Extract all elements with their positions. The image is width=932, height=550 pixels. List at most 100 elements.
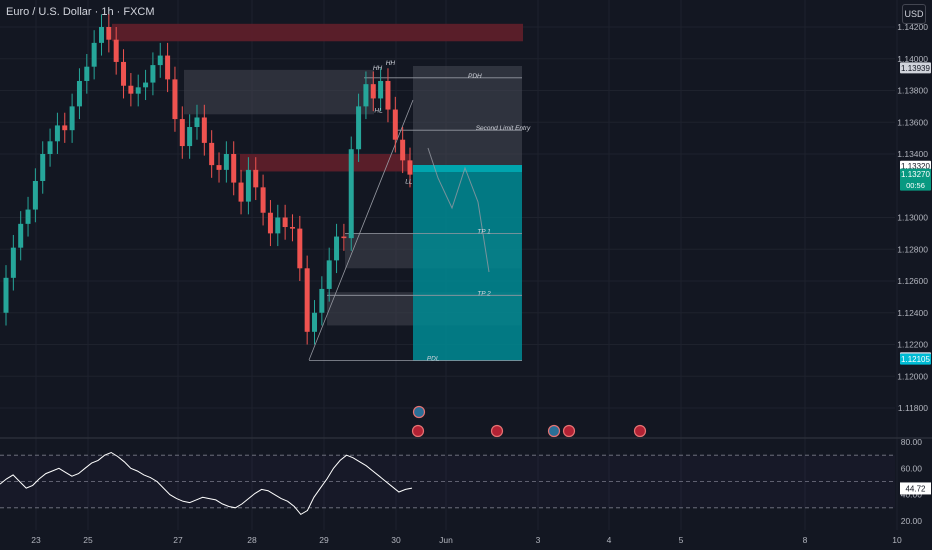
price-tick-label: 1.11800 [898, 403, 928, 413]
candle-body [334, 236, 340, 261]
candle-body [341, 236, 347, 239]
candle-body [18, 223, 24, 248]
candle-body [201, 117, 207, 143]
candle-body [40, 154, 46, 181]
annotation-label: TP 2 [477, 290, 491, 297]
annotation-label: PDL [427, 355, 440, 362]
candle-body [356, 106, 362, 150]
candle-body [128, 85, 134, 94]
price-label-box [900, 353, 931, 365]
price-tick-label: 1.12600 [897, 276, 928, 286]
candle-body [187, 127, 193, 147]
time-tick-label: 29 [319, 535, 329, 545]
candle-body [223, 154, 229, 170]
rsi-tick-label: 40.00 [901, 490, 923, 500]
candle-body [179, 119, 185, 147]
candle-body [231, 154, 237, 183]
economic-event-icon [633, 424, 647, 438]
price-tick-label: 1.12400 [897, 308, 928, 318]
candle-body [25, 209, 31, 224]
candle-body [113, 39, 119, 62]
candle-body [194, 117, 200, 128]
price-tick-label: 1.12000 [897, 371, 928, 381]
time-tick-label: 5 [679, 535, 684, 545]
premium-box [184, 69, 374, 115]
candle-body [209, 142, 215, 166]
candle-body [76, 80, 82, 107]
candle-body [282, 217, 288, 228]
economic-event-icon [490, 424, 504, 438]
candle-body [216, 165, 222, 170]
candle-body [143, 82, 149, 88]
candle-body [245, 169, 251, 202]
economic-event-icon [547, 424, 561, 438]
time-tick-label: 28 [247, 535, 257, 545]
candle-body [326, 260, 332, 289]
time-tick-label: 3 [536, 535, 541, 545]
annotation-label: HH [373, 65, 383, 72]
annotation-label: LL [405, 178, 413, 185]
candle-body [363, 84, 369, 107]
candle-body [47, 141, 53, 154]
candle-body [275, 217, 281, 234]
candle-body [62, 125, 68, 131]
candle-body [407, 160, 413, 175]
price-label: 1.13270 [901, 170, 930, 179]
take-profit-zone [413, 165, 522, 361]
candle-body [135, 87, 141, 94]
annotation-label: HH [386, 60, 396, 67]
candle-body [289, 227, 295, 229]
candle-body [392, 109, 398, 140]
time-tick-label: 4 [607, 535, 612, 545]
candle-body [260, 187, 266, 213]
candle-body [157, 55, 163, 66]
annotation-label: Second Limit Entry [476, 125, 531, 132]
candle-body [54, 125, 60, 142]
candle-body [91, 42, 97, 67]
candle-body [348, 149, 354, 239]
time-tick-label: 23 [31, 535, 41, 545]
time-tick-label: 25 [83, 535, 93, 545]
price-label-box [900, 62, 931, 74]
time-tick-label: 8 [803, 535, 808, 545]
candle-body [150, 65, 156, 83]
price-tick-label: 1.14200 [897, 22, 928, 32]
currency-button[interactable]: USD [902, 4, 926, 24]
candle-body [69, 106, 75, 131]
annotation-label: HL [374, 108, 383, 115]
candle-body [370, 84, 376, 99]
price-label-box [900, 168, 931, 191]
annotation-label: PDH [468, 73, 482, 80]
candle-body [378, 80, 384, 99]
symbol-title: Euro / U.S. Dollar · 1h · FXCM [6, 6, 155, 18]
candle-body [304, 268, 310, 332]
candle-body [319, 288, 325, 313]
price-tick-label: 1.12800 [897, 244, 928, 254]
price-tick-label: 1.13600 [897, 117, 928, 127]
economic-event-icon [411, 424, 425, 438]
rsi-tick-label: 60.00 [901, 463, 923, 473]
economic-event-icon [562, 424, 576, 438]
projection-path [427, 147, 490, 273]
time-tick-label: Jun [439, 535, 453, 545]
candle-body [3, 277, 9, 313]
candle-body [165, 55, 171, 80]
candle-body [32, 180, 38, 210]
annotation-label: TP 1 [477, 228, 491, 235]
price-tick-label: 1.14000 [897, 54, 928, 64]
supply-zone [240, 154, 410, 172]
price-tick-label: 1.13000 [897, 213, 928, 223]
price-tick-label: 1.12200 [897, 340, 928, 350]
rsi-value-box [900, 482, 931, 495]
countdown-label: 00:56 [906, 181, 925, 190]
price-label: 1.13320 [901, 162, 930, 171]
price-tick-label: 1.13800 [897, 86, 928, 96]
economic-event-icon [412, 405, 426, 419]
price-label: 1.12105 [901, 355, 930, 364]
price-tick-label: 1.13400 [897, 149, 928, 159]
candle-body [10, 247, 16, 278]
candle-body [312, 312, 318, 332]
time-tick-label: 30 [391, 535, 401, 545]
supply-zone [112, 23, 523, 42]
